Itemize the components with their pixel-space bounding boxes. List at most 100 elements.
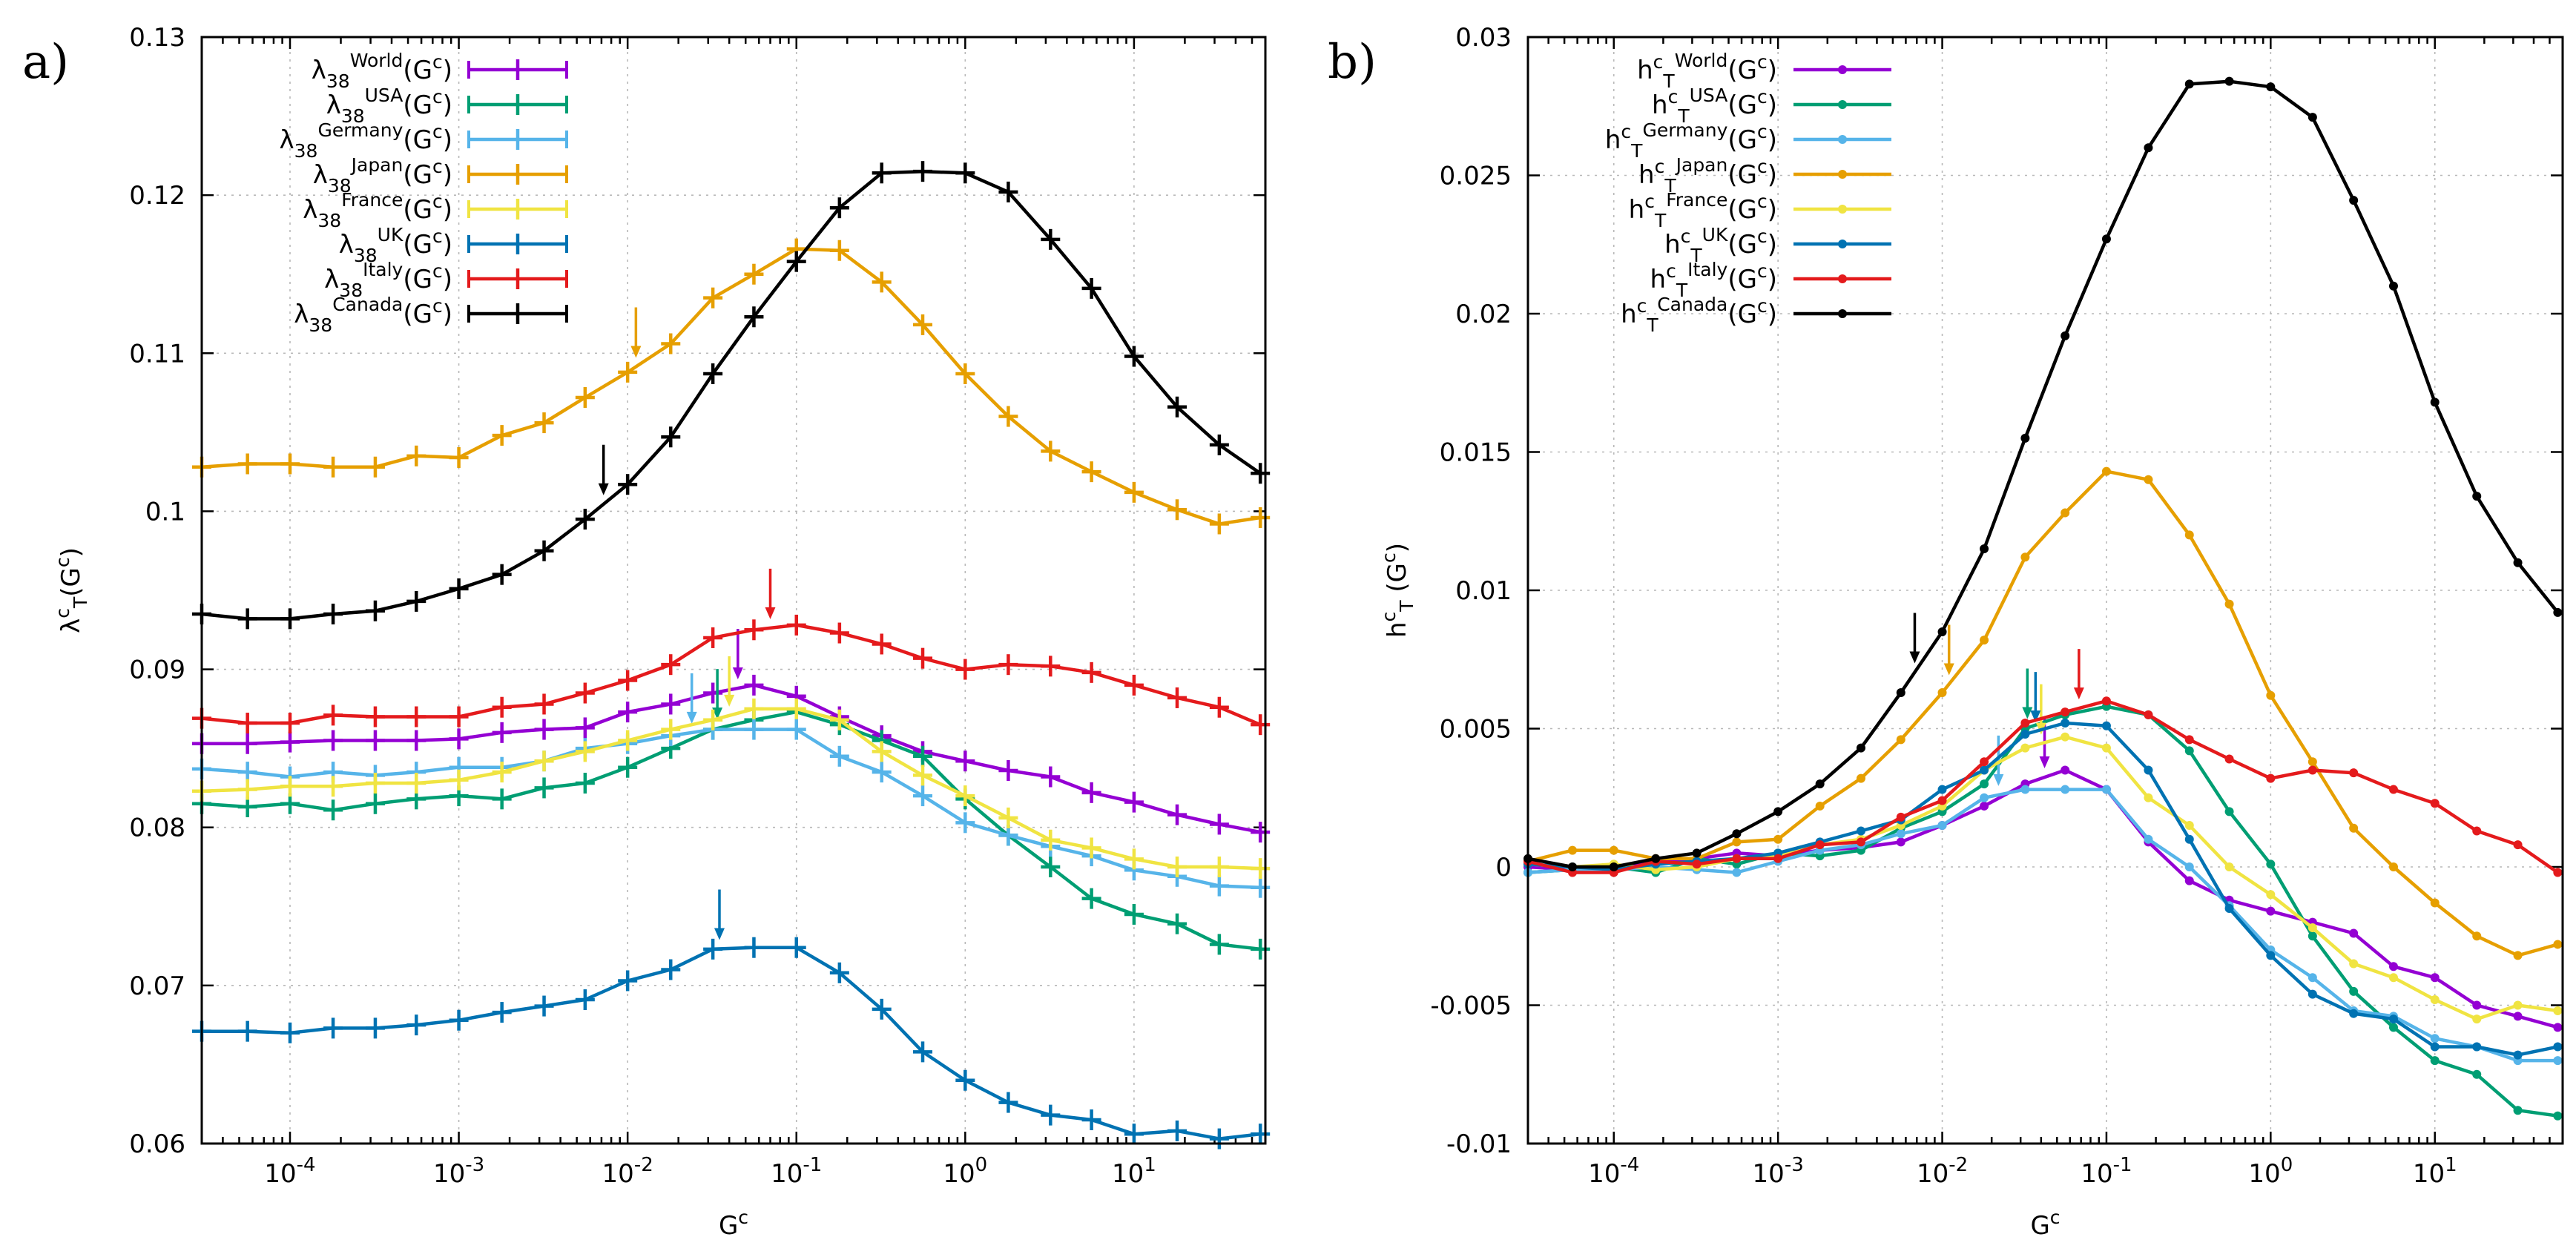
pa-point-canada-7 [492, 564, 512, 585]
pa-point-usa-1 [237, 796, 257, 818]
pa-point-japan-24 [1209, 513, 1229, 535]
pb-legend-swatch-japan [1793, 170, 1891, 179]
pb-x-axis-label: Gc [2030, 1207, 2060, 1241]
pa-point-france-9 [575, 741, 595, 762]
pa-point-usa-7 [492, 788, 512, 810]
pb-point-usa-25 [2553, 1111, 2563, 1121]
pa-point-italy-5 [406, 706, 426, 728]
pa-point-world-8 [534, 719, 554, 740]
pb-point-italy-24 [2513, 840, 2523, 850]
pa-point-usa-3 [323, 799, 343, 821]
pa-point-world-12 [703, 682, 723, 704]
pa-point-france-4 [365, 773, 385, 794]
pb-point-italy-19 [2307, 765, 2317, 775]
pb-point-japan-1 [1568, 845, 1578, 855]
pa-point-usa-10 [618, 756, 638, 778]
pa-ytick-label-4: 0.1 [145, 497, 185, 527]
pa-point-world-22 [1124, 791, 1144, 813]
pa-point-germany-24 [1209, 875, 1229, 897]
pb-point-japan-21 [2388, 862, 2398, 871]
pa-point-italy-22 [1124, 674, 1144, 696]
pa-point-france-3 [323, 776, 343, 797]
pa-point-germany-18 [955, 812, 975, 834]
pa-ytick-label-6: 0.12 [129, 181, 185, 211]
pb-point-france-22 [2430, 995, 2440, 1005]
pa-point-france-6 [449, 769, 469, 791]
pb-point-canada-2 [1609, 862, 1618, 871]
pa-point-japan-9 [575, 386, 595, 408]
pb-point-japan-20 [2349, 823, 2359, 833]
pa-point-germany-19 [998, 825, 1018, 846]
pa-line-canada [201, 169, 1262, 621]
pa-point-italy-15 [829, 622, 849, 644]
pb-point-canada-21 [2388, 281, 2398, 291]
pa-point-world-3 [323, 730, 343, 751]
pa-point-japan-22 [1124, 481, 1144, 503]
pb-point-canada-23 [2472, 492, 2482, 501]
pa-point-italy-1 [237, 713, 257, 734]
pb-point-uk-22 [2430, 1042, 2440, 1052]
pa-point-japan-11 [661, 333, 681, 354]
pa-point-uk-19 [998, 1092, 1018, 1113]
pb-y-axis-label: hcT (Gc) [1378, 543, 1417, 638]
pa-point-world-25 [1251, 822, 1271, 843]
pa-legend-label-france: λ38France(Gc) [303, 189, 452, 231]
pa-point-france-17 [913, 765, 933, 786]
pa-ytick-label-5: 0.11 [129, 339, 185, 369]
pa-point-world-9 [575, 717, 595, 739]
pb-point-canada-14 [2101, 234, 2111, 244]
pb-point-world-20 [2349, 928, 2359, 938]
pa-point-italy-14 [786, 614, 806, 636]
pa-point-japan-19 [998, 406, 1018, 427]
pa-legend-swatch-france [467, 199, 568, 220]
pb-point-italy-5 [1732, 854, 1742, 863]
pb-point-italy-11 [1980, 757, 1989, 767]
pb-point-canada-4 [1692, 848, 1702, 858]
pa-line-japan [201, 247, 1261, 526]
pa-line-germany [201, 728, 1261, 889]
pb-point-uk-10 [1937, 785, 1947, 794]
pa-line-uk [202, 946, 1261, 1141]
pa-point-france-22 [1124, 848, 1144, 870]
pb-point-italy-18 [2266, 773, 2276, 783]
pb-line-usa [1527, 705, 2558, 1118]
pa-point-world-24 [1209, 814, 1229, 835]
pb-point-uk-20 [2349, 1009, 2359, 1018]
pb-point-usa-22 [2430, 1056, 2440, 1066]
pa-legend-swatch-japan [467, 164, 568, 185]
pb-point-japan-11 [1980, 636, 1989, 645]
pb-point-canada-5 [1732, 829, 1742, 839]
pb-point-world-21 [2388, 962, 2398, 971]
pb-point-japan-16 [2184, 530, 2194, 540]
pa-point-uk-25 [1251, 1124, 1271, 1145]
pa-point-uk-13 [744, 937, 764, 958]
pa-point-japan-3 [323, 456, 343, 478]
pb-point-uk-11 [1980, 765, 1989, 775]
pb-point-uk-25 [2553, 1042, 2563, 1052]
pa-point-italy-18 [955, 659, 975, 680]
pb-series-japan [1523, 466, 2563, 960]
pa-ytick-label-1: 0.07 [129, 971, 185, 1001]
pb-point-japan-17 [2224, 599, 2234, 609]
pa-arrow-canada [598, 444, 609, 495]
pb-point-uk-17 [2224, 903, 2234, 913]
pa-legend-label-world: λ38World(Gc) [312, 50, 452, 92]
pa-series-france [192, 656, 1271, 880]
pb-legend-label-usa: hcTUSA(Gc) [1652, 85, 1777, 127]
pb-point-france-13 [2061, 732, 2070, 742]
pb-point-italy-20 [2349, 768, 2359, 778]
pb-point-uk-8 [1856, 826, 1865, 836]
pb-point-japan-18 [2266, 690, 2276, 700]
pa-point-world-7 [492, 722, 512, 743]
pa-point-germany-1 [237, 762, 257, 783]
pa-point-canada-17 [913, 161, 933, 182]
pb-point-usa-19 [2307, 931, 2317, 941]
pa-arrow-germany [686, 673, 697, 724]
pa-legend-swatch-germany [467, 129, 568, 150]
pb-point-canada-11 [1980, 544, 1989, 554]
pa-series-usa [192, 669, 1271, 960]
pb-legend-label-world: hcTWorld(Gc) [1637, 50, 1777, 92]
pa-point-japan-20 [1041, 441, 1061, 462]
pa-point-canada-11 [661, 426, 681, 448]
pb-point-uk-21 [2388, 1014, 2398, 1024]
